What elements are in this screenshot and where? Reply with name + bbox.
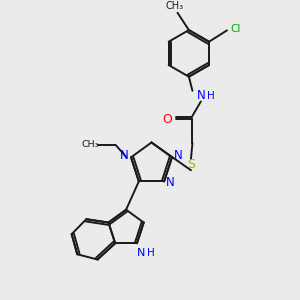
Text: N: N (174, 149, 183, 162)
Text: H: H (206, 91, 214, 100)
Text: S: S (187, 158, 195, 171)
Text: CH₃: CH₃ (81, 140, 98, 149)
Text: O: O (162, 113, 172, 126)
Text: CH₃: CH₃ (165, 1, 184, 11)
Text: N: N (120, 149, 129, 162)
Text: N: N (166, 176, 175, 189)
Text: H: H (148, 248, 155, 258)
Text: Cl: Cl (230, 24, 241, 34)
Text: N: N (137, 248, 146, 258)
Text: N: N (196, 89, 205, 102)
